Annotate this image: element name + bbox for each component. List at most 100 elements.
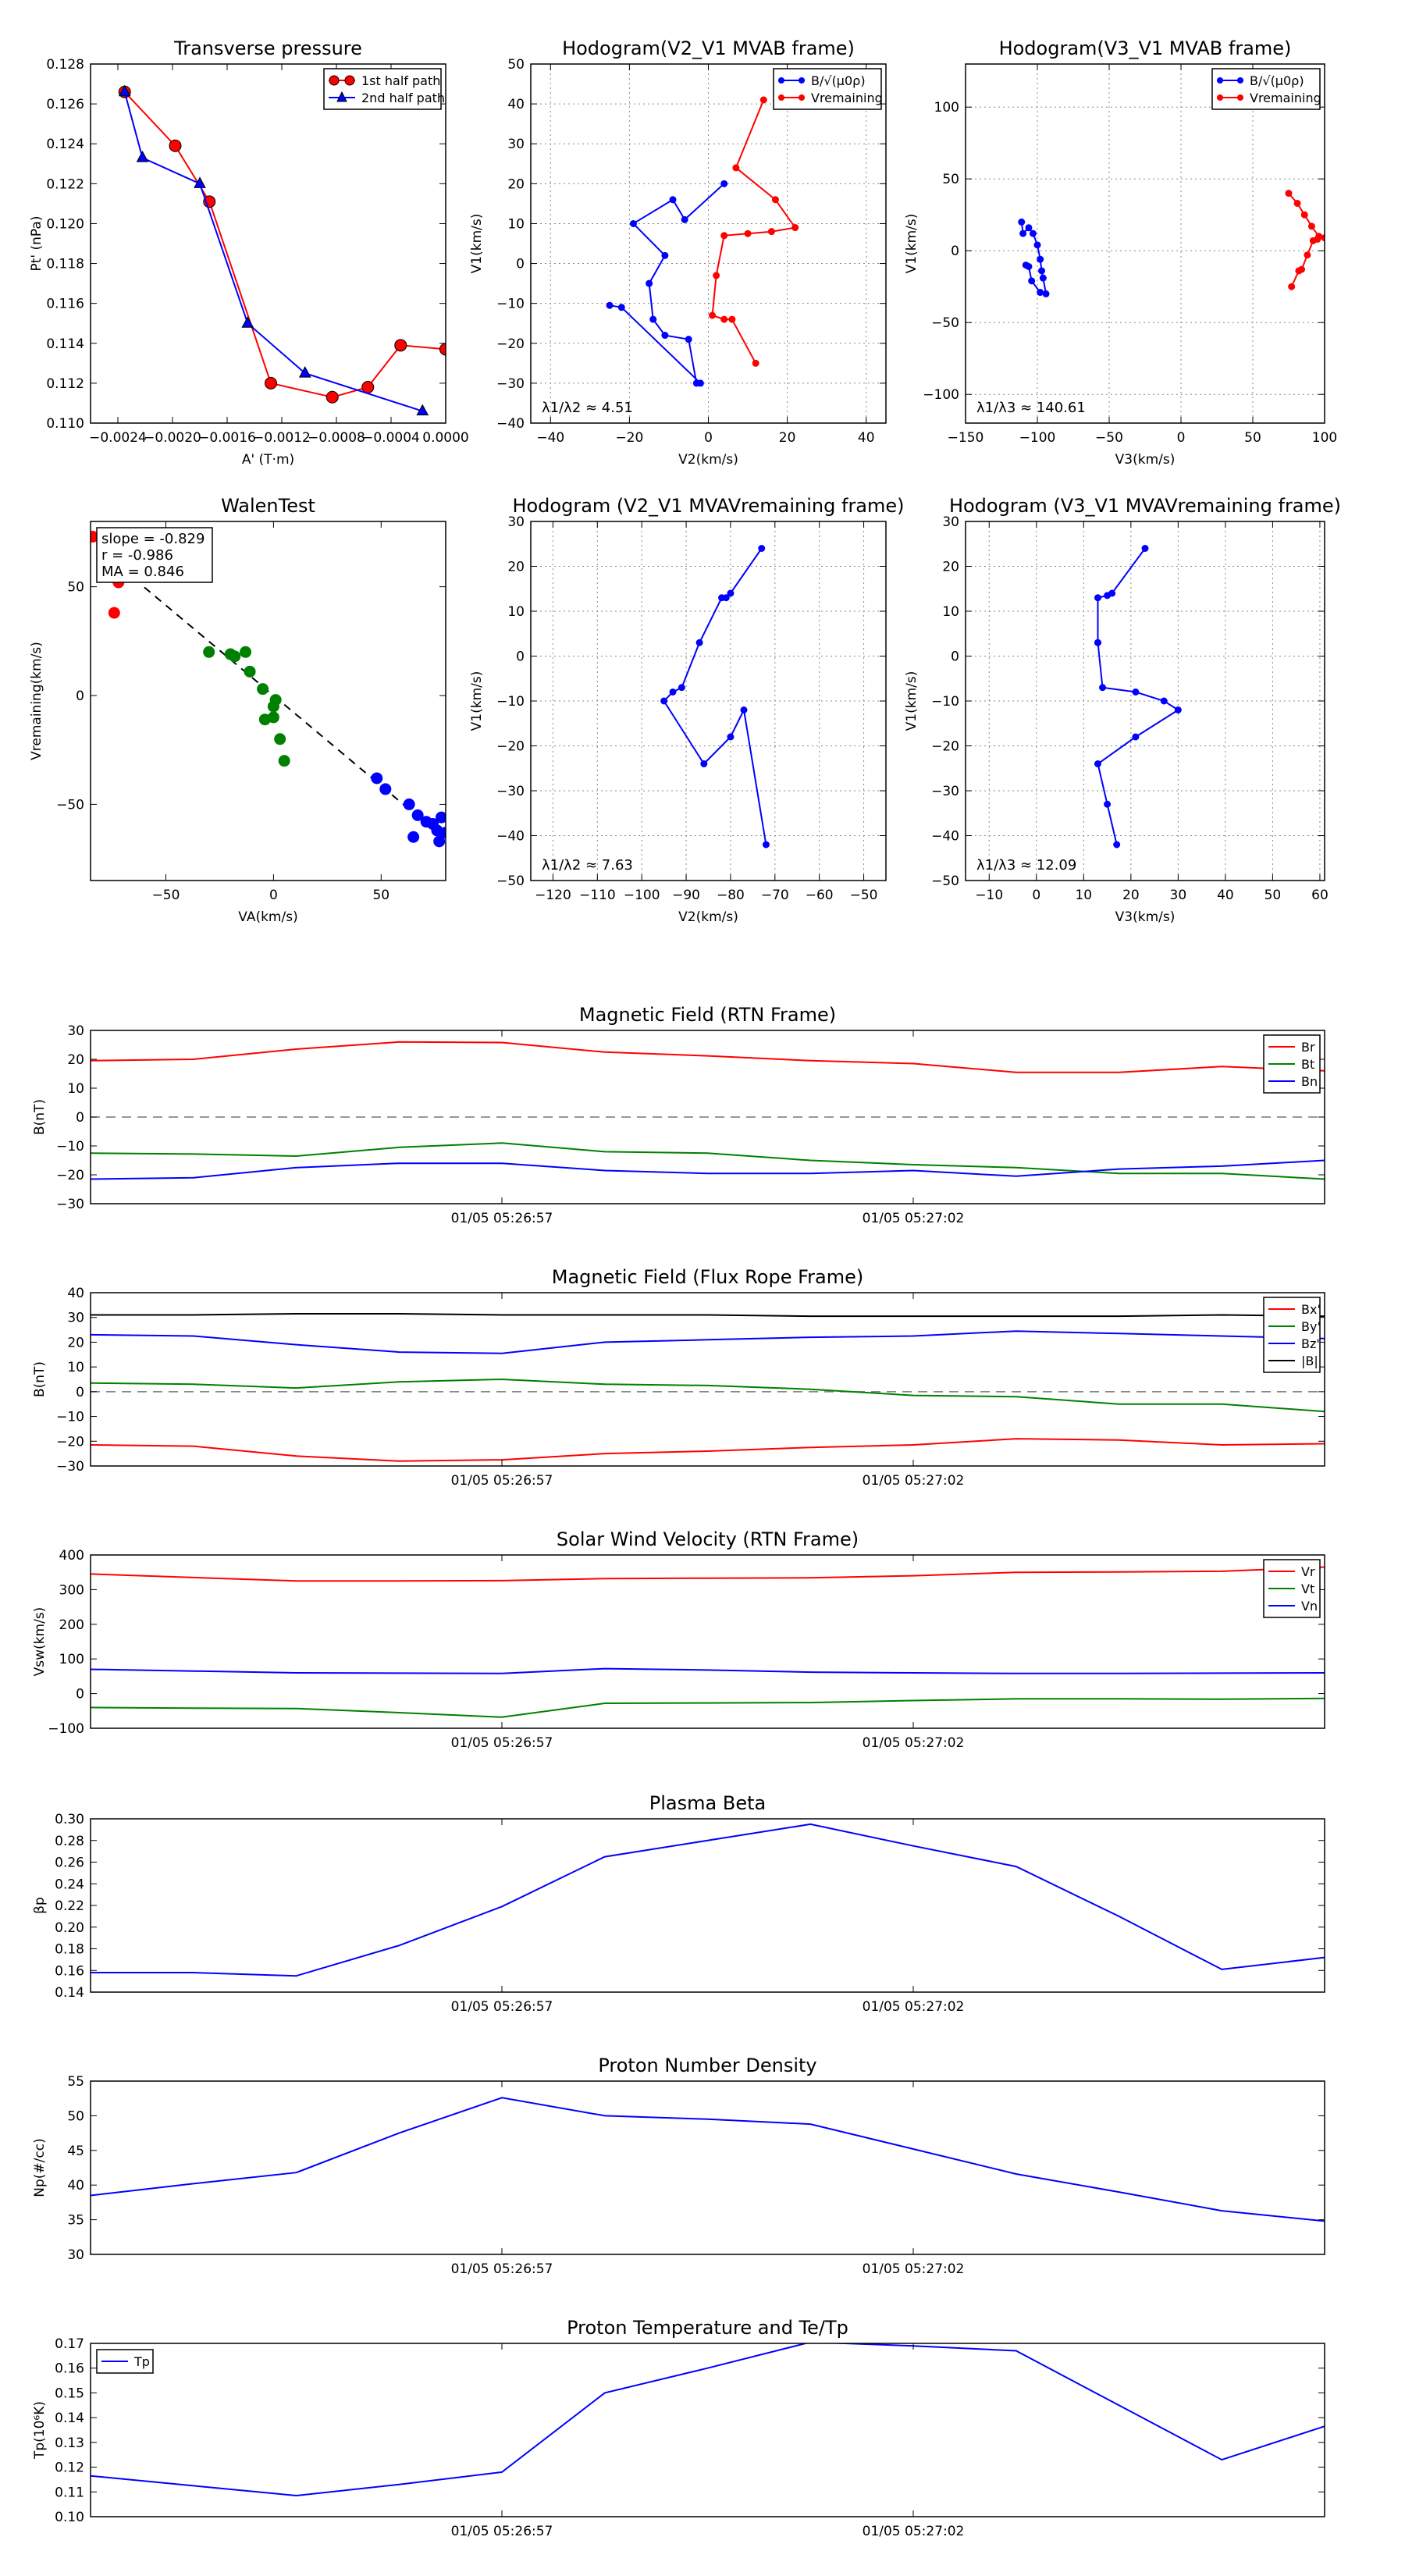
data-point (1037, 255, 1044, 263)
series-line-Bt (91, 1142, 1325, 1180)
y-tick-label: 0 (951, 649, 959, 665)
data-point (325, 390, 339, 404)
legend-label: B/√(μ0ρ) (811, 73, 866, 88)
series-line-beta (91, 1823, 1325, 1977)
data-point (274, 733, 286, 745)
data-point (660, 697, 668, 705)
y-axis-label: Vsw(km/s) (32, 1607, 48, 1677)
axes-frame (90, 63, 446, 424)
x-tick-label: 01/05 05:26:57 (451, 2524, 553, 2539)
data-area (91, 1313, 1325, 1462)
data-point (1028, 277, 1036, 285)
data-point (1022, 262, 1030, 269)
legend-box (323, 68, 442, 110)
y-tick-label: 20 (942, 560, 959, 575)
x-tick-label: −0.0004 (362, 430, 420, 446)
legend-marker (1217, 77, 1223, 84)
legend-label: Bz' (1301, 1336, 1320, 1351)
y-tick-label: −30 (496, 784, 525, 799)
data-point (278, 755, 290, 767)
series-line-B/√(μ0ρ) (609, 183, 725, 384)
x-tick-label: 01/05 05:27:02 (863, 1735, 965, 1751)
legend-label: Vremaining (811, 91, 883, 105)
y-tick-label: −20 (931, 739, 959, 755)
data-point (1300, 211, 1308, 219)
x-tick-label: −100 (1019, 430, 1056, 446)
data-point (740, 706, 748, 713)
legend-label: 1st half path (361, 73, 440, 88)
x-tick-label: 50 (1244, 430, 1261, 446)
y-tick-label: 0.14 (55, 1985, 84, 2001)
y-tick-label: 0.15 (55, 2386, 84, 2401)
y-tick-label: −30 (56, 1459, 84, 1475)
series-line-Bn (91, 1159, 1325, 1180)
y-tick-label: −10 (496, 694, 525, 710)
data-point (269, 694, 282, 706)
data-point (744, 229, 752, 237)
axes-frame (90, 1818, 1325, 1993)
data-point (732, 164, 740, 172)
data-point (709, 311, 717, 319)
axes-frame (965, 63, 1325, 424)
data-point (1304, 251, 1311, 259)
legend-box (773, 68, 882, 110)
data-point (617, 304, 625, 311)
data-point (727, 589, 735, 597)
x-tick-label: −0.0020 (144, 430, 201, 446)
data-area (91, 2097, 1325, 2222)
data-point (118, 84, 131, 97)
x-tick-label: 01/05 05:27:02 (863, 1999, 965, 2015)
x-tick-label: −60 (806, 888, 834, 903)
y-tick-label: −20 (496, 739, 525, 755)
x-tick-label: 0.0000 (422, 430, 468, 446)
data-point (435, 811, 446, 824)
x-tick-label: −20 (615, 430, 643, 446)
y-tick-label: 0.11 (55, 2485, 84, 2500)
series-line-Tp (91, 2343, 1325, 2497)
x-tick-label: −110 (579, 888, 616, 903)
data-point (791, 224, 799, 232)
y-tick-label: 0.124 (46, 137, 84, 152)
x-tick-label: 01/05 05:27:02 (863, 2524, 965, 2539)
y-tick-label: 20 (507, 176, 525, 192)
y-tick-label: 0.30 (55, 1812, 84, 1827)
legend-marker (1237, 94, 1243, 101)
data-point (203, 646, 215, 658)
y-tick-label: −10 (56, 1410, 84, 1425)
y-axis-label: Tp(10⁶K) (32, 2401, 48, 2460)
chart-walen-test: −50 0 50 −50 0 50 WalenTest VA(km/s) Vremaining(… (29, 495, 446, 925)
x-tick-label: −0.0012 (253, 430, 311, 446)
x-tick-label: 01/05 05:26:57 (451, 1473, 553, 1489)
series-line-Br (91, 1041, 1325, 1073)
data-point (240, 646, 252, 658)
x-tick-label: −80 (717, 888, 745, 903)
data-point (439, 827, 446, 839)
y-axis-label: V1(km/s) (469, 214, 485, 274)
axes-frame (90, 2080, 1325, 2255)
y-tick-label: 0 (76, 688, 84, 704)
y-tick-label: 0.24 (55, 1877, 84, 1892)
y-tick-label: −100 (923, 387, 959, 403)
legend-label: Vt (1301, 1582, 1314, 1596)
chart-proton-number-density: 01/05 05:26:57 01/05 05:27:02 30 35 40 45 50 55… (32, 2055, 1325, 2277)
data-point (1018, 218, 1026, 226)
data-point (1160, 697, 1168, 705)
x-tick-label: 50 (1264, 888, 1282, 903)
data-point (1025, 224, 1033, 232)
y-tick-label: 0 (951, 244, 959, 259)
x-axis-label: A' (T·m) (242, 452, 294, 468)
data-point (1288, 283, 1296, 290)
data-point (108, 607, 120, 619)
x-tick-label: 01/05 05:26:57 (451, 2261, 553, 2277)
x-tick-label: 20 (779, 430, 796, 446)
legend-marker (329, 75, 340, 86)
series-line-1st half path (123, 91, 446, 398)
data-point (1104, 800, 1112, 808)
legend-label: Bn (1301, 1074, 1318, 1089)
y-tick-label: 50 (67, 580, 84, 596)
legend-marker (1217, 94, 1223, 101)
x-tick-label: −120 (535, 888, 571, 903)
chart-title: Magnetic Field (Flux Rope Frame) (552, 1266, 863, 1288)
data-area (118, 84, 446, 416)
legend-label: Vremaining (1250, 91, 1321, 105)
